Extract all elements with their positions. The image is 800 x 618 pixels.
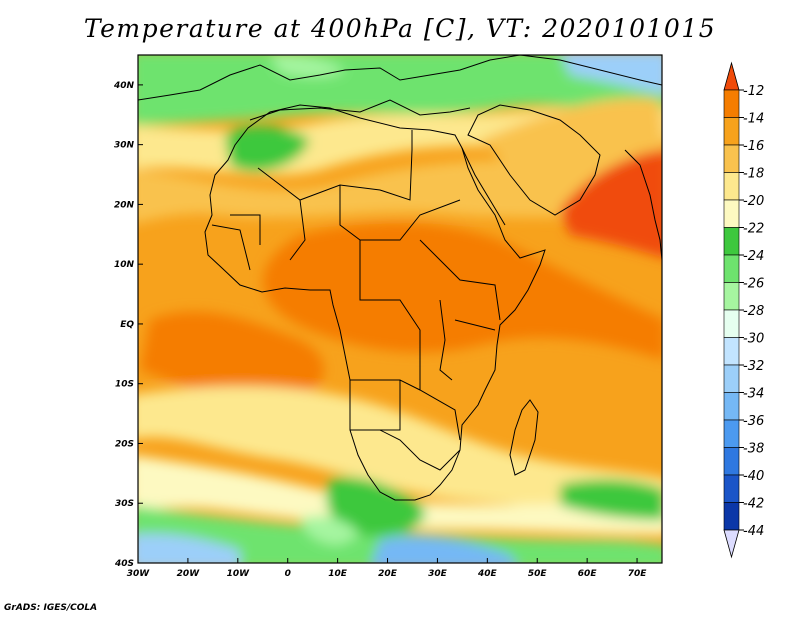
latitude-axis: 40S 30S 20S 10S EQ 10N 20N 30N 40N: [113, 81, 143, 569]
lon-tick-label: 30W: [127, 569, 151, 579]
colorbar-label: -44: [743, 524, 764, 539]
lon-tick-label: 10W: [227, 569, 251, 579]
lat-tick-label: 20S: [115, 439, 134, 449]
lon-tick-label: 40E: [477, 569, 498, 579]
map-title: Temperature at 400hPa [C], VT: 202010101…: [83, 14, 717, 43]
lat-tick-label: 30S: [115, 499, 134, 509]
credit-text: GrADS: IGES/COLA: [4, 603, 98, 613]
colorbar-bottom-arrow: [723, 529, 740, 559]
colorbar-swatch: [723, 227, 740, 256]
map-frame: [137, 54, 663, 564]
colorbar-swatch: [723, 282, 740, 311]
colorbar-label: -38: [743, 442, 764, 457]
lon-tick-label: 0: [285, 569, 291, 579]
colorbar-swatch: [723, 172, 740, 201]
colorbar-label: -42: [743, 497, 764, 512]
coastlines: [138, 55, 662, 501]
colorbar-label: -12: [743, 84, 764, 99]
colorbar-label: -24: [743, 249, 764, 264]
lon-tick-label: 50E: [528, 569, 548, 579]
colorbar-swatch: [723, 447, 740, 476]
colorbar-label: -18: [743, 167, 764, 182]
lat-tick-label: EQ: [120, 320, 134, 330]
lat-tick-label: 20N: [114, 200, 135, 210]
colorbar-label: -36: [743, 414, 764, 429]
lat-tick-label: 40S: [114, 559, 134, 569]
colorbar-label: -40: [743, 469, 764, 484]
colorbar-swatch: [723, 89, 740, 118]
colorbar-label: -28: [743, 304, 764, 319]
colorbar-swatch: [723, 474, 740, 503]
colorbar-swatch: [723, 419, 740, 448]
colorbar-label: -34: [743, 387, 764, 402]
lon-tick-label: 60E: [578, 569, 598, 579]
lat-tick-label: 10S: [115, 380, 134, 390]
lon-tick-label: 30E: [428, 569, 448, 579]
colorbar-label: -22: [743, 222, 764, 237]
lon-tick-label: 10E: [328, 569, 348, 579]
colorbar-label: -16: [743, 139, 764, 154]
colorbar-swatch: [723, 254, 740, 283]
lat-tick-label: 40N: [113, 81, 135, 91]
colorbar-label: -26: [743, 277, 764, 292]
longitude-axis: 30W 20W 10W 0 10E 20E 30E 40E 50E 60E 70E: [127, 558, 647, 579]
lat-tick-label: 10N: [114, 260, 135, 270]
colorbar-swatch: [723, 502, 740, 531]
temperature-field: [138, 55, 662, 563]
colorbar-swatch: [723, 392, 740, 421]
colorbar-top-arrow: [723, 61, 740, 91]
lon-tick-label: 20E: [378, 569, 398, 579]
colorbar-label: -14: [743, 112, 764, 127]
colorbar-swatch: [723, 199, 740, 228]
lon-tick-label: 20W: [177, 569, 201, 579]
colorbar-label: -20: [743, 194, 764, 209]
colorbar-swatch: [723, 144, 740, 173]
colorbar-label: -32: [743, 359, 764, 374]
colorbar-swatch: [723, 337, 740, 366]
lat-tick-label: 30N: [114, 141, 135, 151]
colorbar: -12 -14 -16 -18 -20 -22 -24 -26 -28 -30 -32 -34 -36 -…: [723, 61, 764, 559]
colorbar-swatch: [723, 364, 740, 393]
colorbar-swatch: [723, 309, 740, 338]
colorbar-swatch: [723, 117, 740, 146]
colorbar-label: -30: [743, 332, 764, 347]
lon-tick-label: 70E: [628, 569, 648, 579]
